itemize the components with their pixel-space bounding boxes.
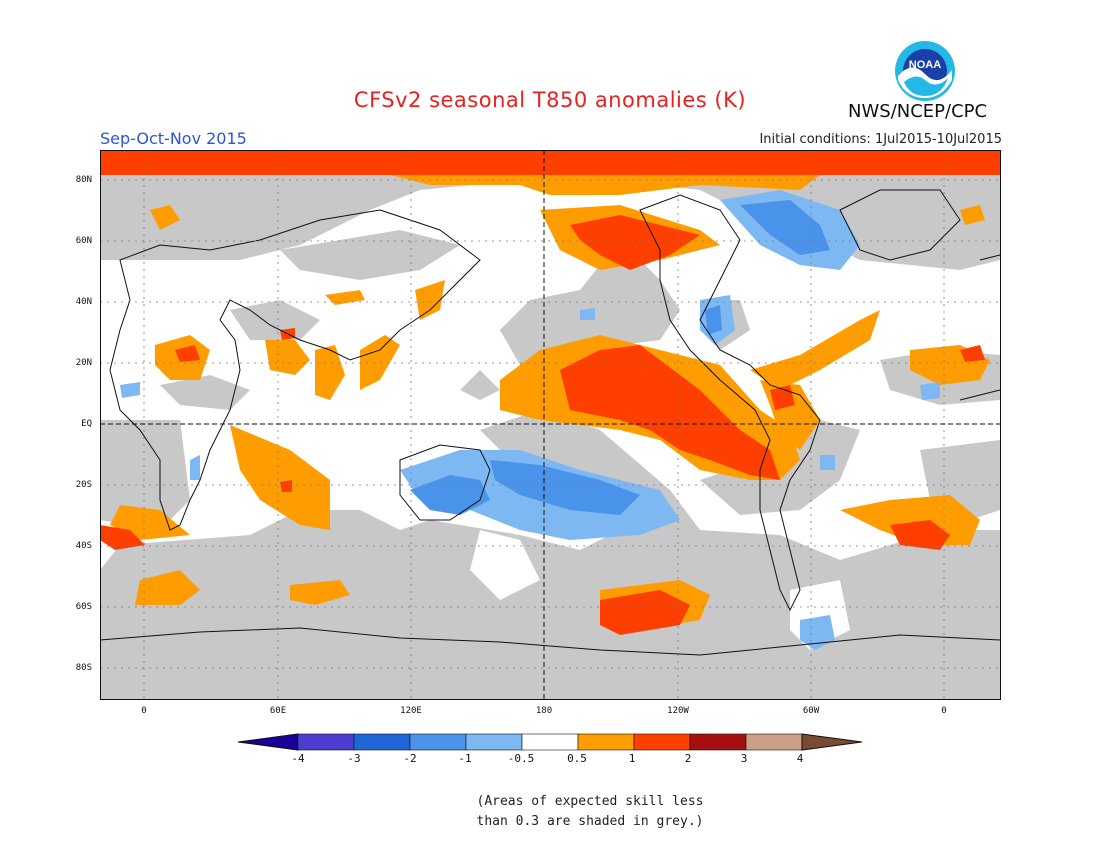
- lat-label-20s: 20S: [75, 480, 92, 490]
- colorbar-min-arrow: [238, 733, 299, 751]
- lon-label-120w: 120W: [667, 706, 689, 716]
- colorbar-label: 2: [684, 752, 692, 765]
- colorbar-label: 3: [740, 752, 748, 765]
- noaa-logo-text: NOAA: [909, 59, 941, 71]
- colorbar-label: -2: [403, 752, 417, 765]
- skill-footnote-line1: (Areas of expected skill less: [476, 794, 704, 809]
- colorbar-cell: [689, 733, 747, 751]
- lat-label-60n: 60N: [75, 236, 92, 246]
- colorbar-cell: [409, 733, 467, 751]
- lat-label-40s: 40S: [75, 541, 92, 551]
- lon-label-60w: 60W: [802, 706, 820, 716]
- lat-label-80s: 80S: [75, 663, 92, 673]
- map-frame: [100, 150, 1001, 700]
- season-label: Sep-Oct-Nov 2015: [100, 129, 247, 148]
- equator-dateline: [100, 150, 1001, 700]
- lon-label-60e: 60E: [269, 706, 287, 716]
- colorbar-cell: [577, 733, 635, 751]
- lat-label-60s: 60S: [75, 602, 92, 612]
- colorbar-label: -1: [458, 752, 472, 765]
- agency-label: NWS/NCEP/CPC: [848, 101, 988, 122]
- lat-label-40n: 40N: [75, 297, 92, 307]
- colorbar-label: -4: [291, 752, 305, 765]
- colorbar-cell: [521, 733, 579, 751]
- colorbar-cell: [745, 733, 803, 751]
- colorbar-label: 4: [796, 752, 804, 765]
- lon-label-120e: 120E: [400, 706, 422, 716]
- skill-footnote-line2: than 0.3 are shaded in grey.): [476, 814, 704, 829]
- anomaly-map: [100, 150, 1001, 700]
- lat-label-80n: 80N: [75, 175, 92, 185]
- map-title: CFSv2 seasonal T850 anomalies (K): [353, 88, 747, 112]
- red-anomaly-regions: [100, 150, 1001, 635]
- lat-label-eq: EQ: [81, 419, 92, 429]
- noaa-logo: NOAA: [895, 41, 955, 101]
- colorbar-cell: [465, 733, 523, 751]
- lat-label-20n: 20N: [75, 358, 92, 368]
- graticule: [100, 150, 1001, 700]
- colorbar-label: -0.5: [507, 752, 535, 765]
- colorbar-cell: [633, 733, 691, 751]
- colorbar-label: 1: [628, 752, 636, 765]
- colorbar-cell: [353, 733, 411, 751]
- lon-label-180: 180: [535, 706, 553, 716]
- lon-label-0-right: 0: [941, 706, 947, 716]
- colorbar: [238, 733, 862, 751]
- colorbar-max-arrow: [801, 733, 862, 751]
- colorbar-cell: [297, 733, 355, 751]
- lon-label-0: 0: [141, 706, 147, 716]
- initial-conditions-label: Initial conditions: 1Jul2015-10Jul2015: [759, 132, 1002, 147]
- colorbar-label: 0.5: [567, 752, 587, 765]
- coastlines: [100, 189, 1001, 656]
- colorbar-label: -3: [347, 752, 361, 765]
- skill-footnote: (Areas of expected skill less than 0.3 a…: [460, 792, 720, 832]
